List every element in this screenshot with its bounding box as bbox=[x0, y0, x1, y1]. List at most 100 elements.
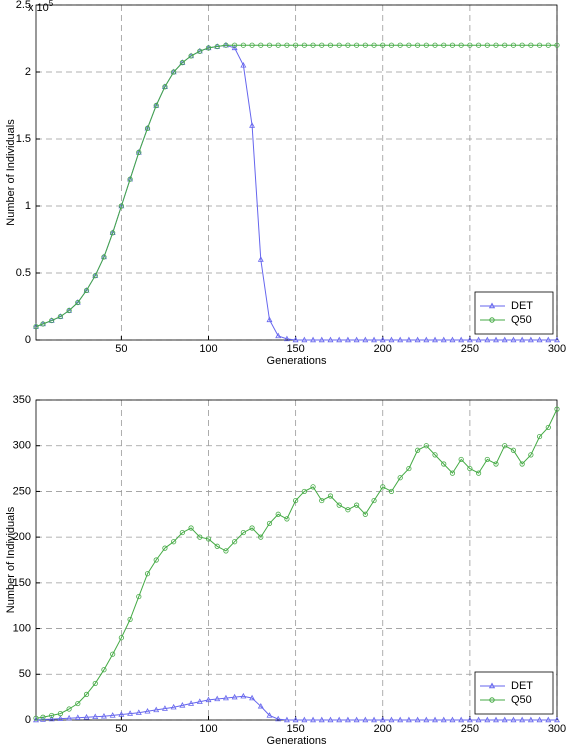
marker bbox=[327, 493, 334, 499]
marker bbox=[66, 714, 73, 721]
marker bbox=[57, 710, 63, 717]
series-line bbox=[35, 408, 558, 719]
marker bbox=[249, 122, 256, 128]
marker bbox=[66, 706, 72, 712]
x-tick-label: 300 bbox=[548, 343, 566, 355]
marker bbox=[40, 714, 46, 720]
marker bbox=[371, 497, 377, 504]
y-tick-label: 100 bbox=[13, 622, 31, 634]
marker bbox=[162, 84, 168, 90]
marker bbox=[405, 336, 412, 343]
marker bbox=[301, 42, 307, 48]
marker bbox=[179, 529, 185, 536]
marker bbox=[545, 42, 551, 48]
marker bbox=[423, 443, 429, 449]
x-tick-label: 50 bbox=[115, 343, 127, 355]
marker bbox=[222, 694, 229, 701]
marker bbox=[83, 713, 90, 720]
marker bbox=[467, 42, 473, 48]
x-axis-label: Generations bbox=[267, 355, 327, 367]
marker bbox=[432, 452, 438, 458]
marker bbox=[440, 716, 447, 723]
marker bbox=[510, 42, 517, 48]
marker bbox=[388, 716, 395, 723]
marker bbox=[475, 336, 482, 343]
marker bbox=[536, 336, 543, 343]
y-multiplier: x 105 bbox=[28, 0, 54, 14]
marker bbox=[214, 695, 221, 702]
marker bbox=[144, 707, 151, 714]
marker bbox=[362, 336, 369, 343]
y-tick-label: 250 bbox=[13, 485, 31, 497]
marker bbox=[519, 336, 526, 343]
marker bbox=[318, 716, 325, 723]
marker bbox=[440, 336, 447, 343]
marker bbox=[527, 716, 534, 723]
marker bbox=[92, 273, 98, 279]
marker bbox=[205, 536, 212, 542]
marker bbox=[127, 710, 134, 716]
marker bbox=[275, 42, 281, 48]
marker bbox=[33, 323, 39, 330]
x-tick-label: 250 bbox=[461, 723, 479, 735]
marker bbox=[467, 465, 473, 472]
marker bbox=[449, 336, 456, 343]
x-tick-label: 100 bbox=[199, 343, 217, 355]
marker bbox=[92, 680, 98, 687]
marker bbox=[240, 692, 247, 699]
marker bbox=[380, 42, 386, 48]
y-multiplier-base: x 10 bbox=[28, 2, 49, 14]
marker bbox=[33, 716, 39, 723]
y-axis-label: Number of Individuals bbox=[5, 506, 17, 613]
marker bbox=[475, 470, 482, 476]
plot-area bbox=[36, 5, 557, 340]
marker bbox=[118, 203, 124, 209]
marker bbox=[49, 317, 55, 324]
y-tick-label: 200 bbox=[13, 531, 31, 543]
legend-marker bbox=[488, 682, 496, 689]
marker bbox=[458, 456, 464, 463]
marker bbox=[466, 716, 473, 723]
marker bbox=[48, 715, 55, 722]
marker bbox=[223, 42, 229, 48]
marker bbox=[275, 715, 282, 722]
legend-label: DET bbox=[511, 680, 533, 692]
marker bbox=[432, 716, 438, 723]
marker bbox=[354, 502, 360, 508]
marker bbox=[249, 525, 255, 531]
marker bbox=[153, 557, 159, 563]
marker bbox=[336, 716, 343, 723]
legend-marker bbox=[489, 317, 495, 323]
y-tick-label: 1.5 bbox=[16, 133, 31, 145]
marker bbox=[318, 336, 325, 343]
marker bbox=[527, 336, 534, 343]
legend-box bbox=[474, 671, 554, 715]
marker bbox=[66, 307, 72, 314]
marker bbox=[75, 700, 81, 707]
marker bbox=[415, 42, 421, 48]
marker bbox=[188, 53, 194, 59]
y-tick-label: 350 bbox=[13, 394, 31, 406]
marker bbox=[171, 539, 177, 545]
marker bbox=[501, 336, 508, 343]
x-tick-label: 150 bbox=[286, 723, 304, 735]
marker bbox=[344, 336, 351, 343]
marker bbox=[231, 693, 238, 700]
marker bbox=[257, 702, 264, 709]
marker bbox=[336, 502, 342, 508]
marker bbox=[414, 716, 421, 723]
marker bbox=[336, 336, 343, 343]
marker bbox=[554, 42, 560, 48]
marker bbox=[502, 42, 508, 48]
marker bbox=[536, 42, 543, 48]
marker bbox=[493, 461, 499, 467]
marker bbox=[528, 452, 534, 458]
marker bbox=[240, 42, 246, 48]
marker bbox=[362, 42, 368, 48]
legend-label: DET bbox=[511, 300, 533, 312]
marker bbox=[232, 42, 238, 48]
y-tick-label: 300 bbox=[13, 440, 31, 452]
marker bbox=[449, 42, 456, 48]
marker bbox=[205, 696, 212, 703]
marker bbox=[536, 716, 543, 723]
